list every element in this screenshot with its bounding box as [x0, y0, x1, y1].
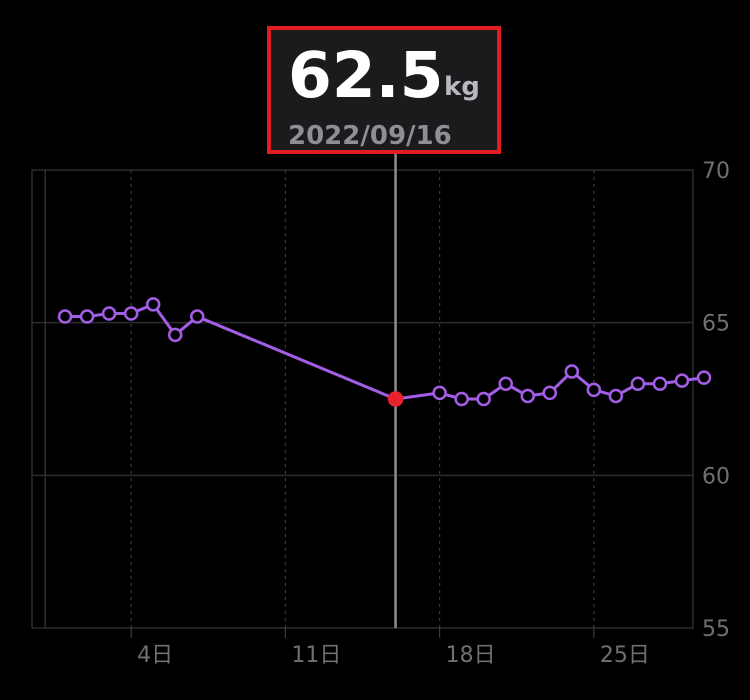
- data-point: [564, 364, 580, 379]
- data-point: [101, 306, 117, 321]
- selected-data-point: [387, 391, 404, 407]
- data-point: [498, 376, 513, 391]
- data-point: [630, 376, 646, 391]
- data-point: [696, 370, 712, 385]
- data-point: [520, 388, 535, 404]
- data-point: [674, 373, 690, 388]
- y-tick-label: 55: [702, 617, 730, 642]
- series-line: [65, 302, 705, 401]
- y-tick-label: 60: [702, 464, 730, 489]
- x-tick-label: 4日: [137, 643, 173, 668]
- data-point: [167, 327, 183, 343]
- data-point: [476, 391, 491, 407]
- data-point: [608, 388, 624, 404]
- x-axis-labels: 4日 11日 18日 25日: [137, 643, 650, 668]
- y-tick-label: 65: [702, 312, 730, 337]
- x-tick-label: 18日: [446, 643, 496, 668]
- plot-frame: [31, 169, 694, 629]
- selected-weight-value: 62.5: [288, 39, 444, 112]
- weight-series: [57, 297, 712, 407]
- data-point: [542, 385, 558, 401]
- weight-unit: kg: [444, 72, 480, 102]
- data-point: [652, 376, 668, 391]
- x-tick-label: 11日: [291, 643, 341, 668]
- chart-grid: [31, 169, 694, 638]
- y-tick-label: 70: [702, 159, 730, 184]
- data-point: [79, 309, 95, 324]
- data-point: [123, 306, 139, 321]
- data-point: [190, 309, 205, 324]
- data-point: [586, 382, 602, 398]
- y-axis-labels: 55 60 65 70: [702, 159, 730, 642]
- data-point: [145, 297, 161, 312]
- data-point: [432, 385, 447, 401]
- x-tick-label: 25日: [600, 643, 650, 668]
- data-point: [454, 391, 469, 407]
- data-point: [57, 309, 73, 324]
- selected-value-callout: 62.5 kg 2022/09/16: [267, 26, 501, 154]
- selected-date: 2022/09/16: [288, 121, 452, 151]
